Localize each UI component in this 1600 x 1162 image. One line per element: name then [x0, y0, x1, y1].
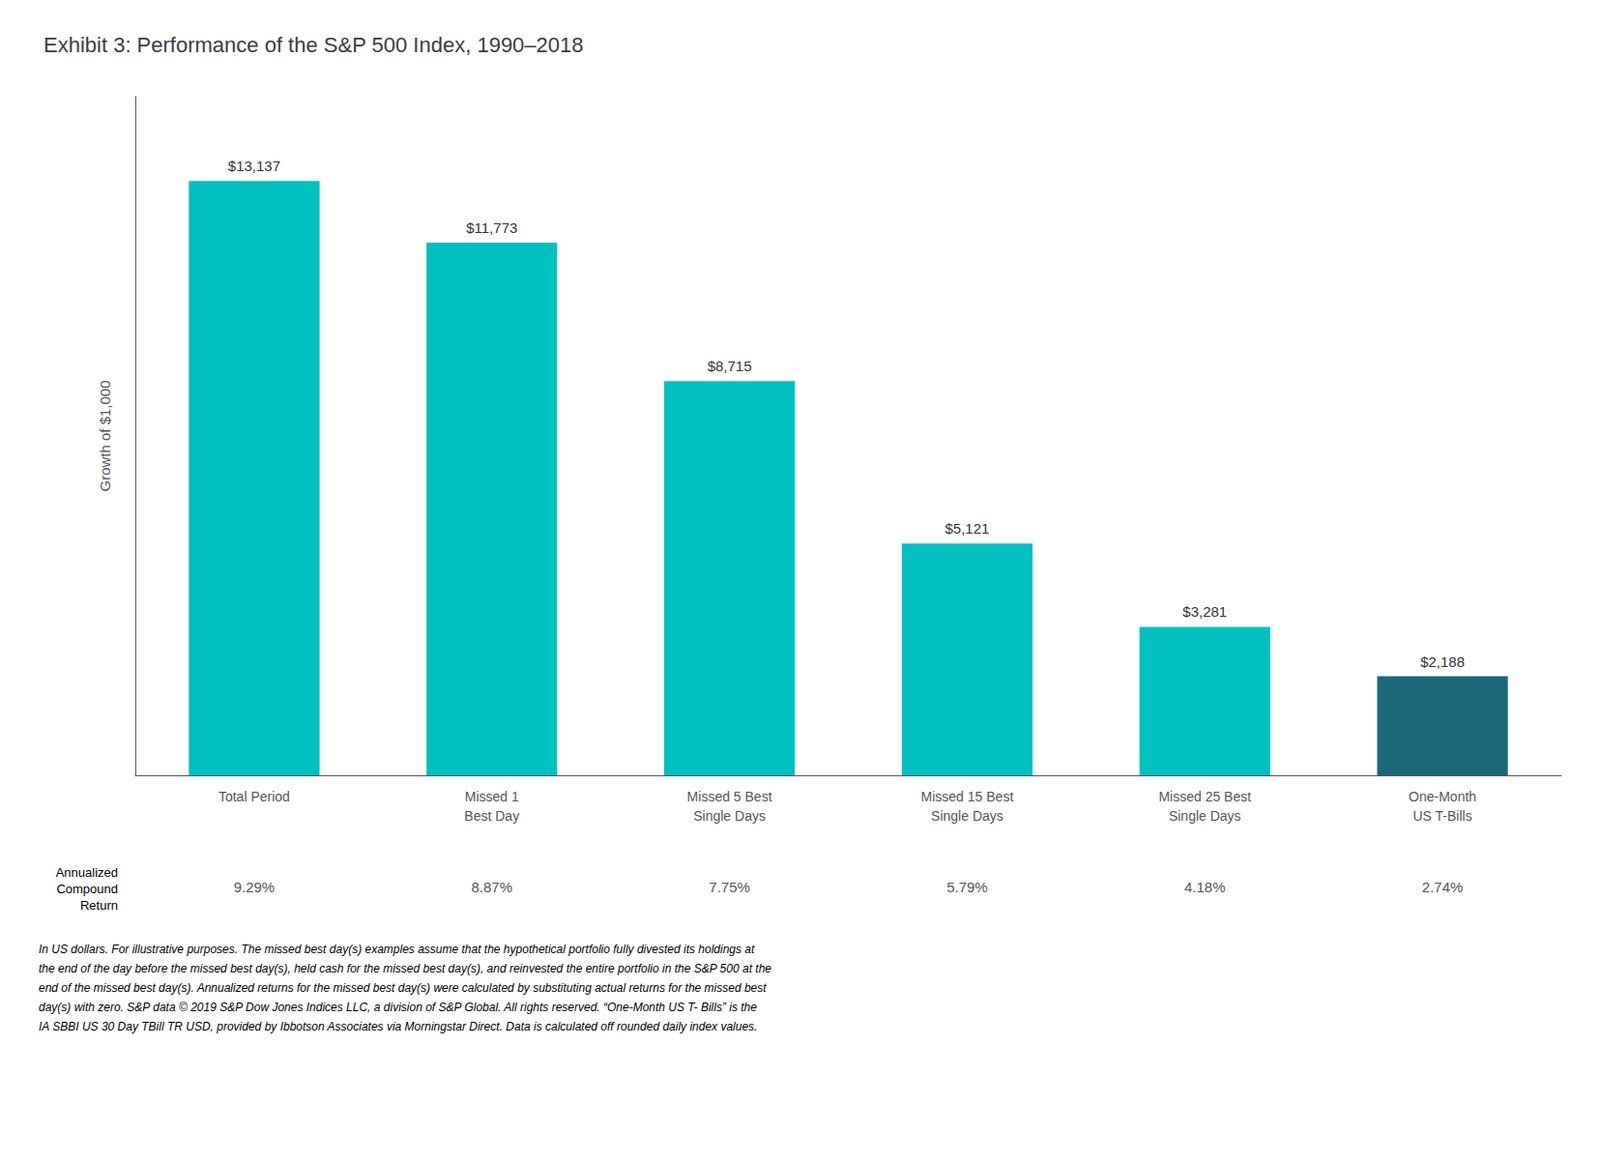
svg-text:In US dollars. For illustrativ: In US dollars. For illustrative purposes… [38, 942, 756, 957]
svg-text:2.74%: 2.74% [1422, 878, 1464, 896]
svg-text:Compound: Compound [56, 881, 118, 897]
svg-text:Missed 15 Best: Missed 15 Best [921, 788, 1015, 805]
svg-text:Missed 5 Best: Missed 5 Best [687, 788, 773, 805]
svg-text:9.29%: 9.29% [233, 878, 276, 896]
svg-text:day(s) with zero. S&P data © 2: day(s) with zero. S&P data © 2019 S&P Do… [38, 1000, 757, 1015]
svg-text:Single Days: Single Days [693, 808, 766, 824]
svg-text:$8,715: $8,715 [707, 357, 753, 375]
svg-text:4.18%: 4.18% [1184, 878, 1226, 896]
svg-text:Annualized: Annualized [56, 865, 118, 880]
svg-text:$5,121: $5,121 [944, 520, 990, 537]
svg-text:Single Days: Single Days [1168, 808, 1242, 824]
svg-text:Return: Return [80, 898, 118, 913]
svg-text:Missed 1: Missed 1 [465, 788, 520, 805]
svg-text:$3,281: $3,281 [1182, 603, 1227, 620]
svg-text:the end of the day before the: the end of the day before the missed bes… [38, 961, 772, 976]
svg-text:5.79%: 5.79% [946, 878, 989, 896]
svg-text:US T-Bills: US T-Bills [1412, 808, 1472, 824]
svg-text:Single Days: Single Days [930, 808, 1004, 824]
svg-text:8.87%: 8.87% [470, 878, 513, 896]
svg-text:Growth of $1,000: Growth of $1,000 [96, 379, 114, 492]
svg-text:$13,137: $13,137 [228, 157, 281, 175]
svg-text:$2,188: $2,188 [1420, 653, 1465, 670]
svg-text:IA SBBI US 30 Day TBill TR USD: IA SBBI US 30 Day TBill TR USD, provided… [38, 1019, 757, 1034]
svg-text:7.75%: 7.75% [708, 878, 751, 896]
svg-text:Exhibit 3: Performance of the: Exhibit 3: Performance of the S&P 500 In… [43, 32, 584, 58]
svg-text:Best Day: Best Day [464, 808, 520, 824]
svg-text:end of the missed best day(s).: end of the missed best day(s). Annualize… [38, 981, 767, 995]
svg-text:One-Month: One-Month [1408, 788, 1477, 805]
svg-text:Total Period: Total Period [218, 788, 291, 805]
svg-text:Missed 25 Best: Missed 25 Best [1158, 788, 1251, 805]
svg-text:$11,773: $11,773 [465, 219, 518, 236]
